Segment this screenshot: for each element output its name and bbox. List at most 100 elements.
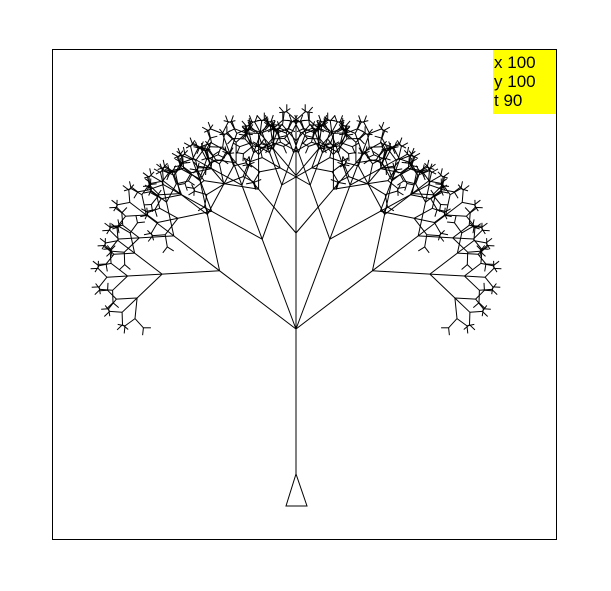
tree-branch-499 [321, 124, 328, 131]
tree-branch-799 [250, 157, 263, 163]
tree-branch-164 [98, 262, 112, 267]
tree-branch-311 [208, 124, 214, 132]
tree-branch-643 [428, 172, 432, 185]
tree-branch-568 [226, 133, 237, 143]
tree-branch-62 [159, 193, 180, 196]
tree-branch-130 [111, 250, 125, 253]
tree-branch-970 [420, 170, 425, 178]
tree-branch-214 [329, 157, 342, 163]
tree-branch-348 [191, 148, 199, 160]
tree-branch-534 [245, 135, 254, 147]
tree-branch-29 [221, 152, 227, 160]
tree-branch-344 [200, 148, 208, 160]
tree-branch-707 [369, 128, 382, 134]
tree-branch-87 [148, 171, 155, 178]
tree-branch-506 [305, 111, 313, 114]
tree-branch-938 [415, 172, 421, 185]
tree-branch-369 [163, 184, 182, 196]
tree-branch-406 [295, 188, 334, 234]
tree-branch-297 [248, 128, 256, 133]
tree-branch-960 [411, 173, 417, 194]
tree-branch-28 [221, 159, 229, 165]
tree-branch-860 [477, 245, 488, 255]
tree-branch-979 [388, 150, 397, 161]
tree-branch-971 [420, 165, 427, 171]
tree-branch-715 [360, 120, 369, 123]
tree-branch-526 [259, 133, 274, 150]
tree-branch-400 [147, 230, 154, 236]
tree-branch-731 [334, 115, 338, 123]
tree-branch-837 [478, 302, 485, 309]
tree-branch-658 [410, 156, 414, 170]
tree-branch-573 [224, 130, 231, 136]
tree-branch-102 [128, 184, 135, 191]
tree-branch-953 [411, 180, 429, 194]
tree-branch-550 [258, 125, 269, 135]
tree-branch-365 [176, 157, 181, 165]
tree-branch-161 [109, 250, 112, 264]
tree-branch-408 [367, 183, 386, 196]
tree-branch-501 [307, 112, 310, 126]
tree-branch-972 [407, 155, 410, 169]
tree-branch-486 [329, 120, 333, 134]
tree-branch-927 [441, 177, 444, 190]
tree-branch-579 [208, 148, 217, 160]
tree-branch-787 [279, 167, 311, 186]
tree-branch-866 [485, 238, 493, 244]
tree-branch-402 [164, 234, 168, 247]
tree-branch-851 [492, 260, 500, 267]
tree-branch-603 [188, 190, 196, 196]
tree-branch-291 [234, 128, 247, 134]
tree-branch-822 [469, 324, 476, 331]
tree-branch-88 [142, 172, 150, 178]
tree-branch-152 [113, 252, 135, 255]
tree-branch-803 [249, 163, 261, 173]
tree-branch-997 [357, 165, 369, 185]
tree-branch-845 [484, 268, 495, 278]
tree-branch-902 [466, 215, 475, 227]
tree-branch-563 [235, 162, 259, 190]
tree-branch-694 [398, 137, 403, 145]
tree-branch-696 [381, 130, 386, 139]
tree-branch-677 [380, 168, 401, 174]
tree-branch-922 [417, 202, 426, 237]
tree-branch-434 [375, 148, 384, 160]
tree-branch-380 [154, 198, 162, 210]
tree-branch-697 [374, 135, 383, 139]
tree-branch-967 [384, 180, 393, 215]
tree-branch-304 [227, 120, 236, 123]
tree-branch-999 [362, 150, 370, 155]
tree-branch-807 [246, 182, 254, 185]
tree-branch-602 [191, 184, 196, 192]
tree-branch-1001 [346, 162, 359, 167]
tree-branch-418 [397, 186, 406, 189]
tree-branch-762 [303, 128, 316, 134]
tree-branch-984 [386, 147, 394, 152]
tree-branch-326 [190, 140, 196, 147]
tree-branch-786 [265, 145, 270, 154]
tree-branch-865 [485, 242, 491, 250]
tree-branch-877 [372, 235, 419, 272]
tree-branch-335 [184, 172, 192, 184]
tree-branch-898 [469, 207, 477, 214]
tree-branch-381 [147, 209, 156, 212]
tree-branch-386 [156, 189, 162, 197]
tree-branch-363 [173, 163, 181, 176]
tree-branch-993 [382, 150, 386, 158]
tree-branch-461 [342, 125, 351, 127]
tree-branch-792 [261, 143, 274, 149]
tree-branch-975 [391, 160, 397, 181]
tree-branch-391 [157, 217, 179, 223]
tree-branch-766 [298, 132, 307, 153]
tree-branch-776 [294, 114, 298, 123]
tree-branch-957 [428, 168, 431, 182]
tree-branch-108 [116, 207, 126, 217]
tree-branch-735 [320, 142, 339, 154]
tree-branch-1005 [343, 164, 350, 177]
tree-branch-350 [194, 141, 199, 149]
tree-branch-132 [106, 250, 113, 257]
tree-branch-153 [104, 245, 115, 255]
tree-branch-985 [382, 143, 387, 152]
tree-branch-129 [123, 237, 140, 253]
